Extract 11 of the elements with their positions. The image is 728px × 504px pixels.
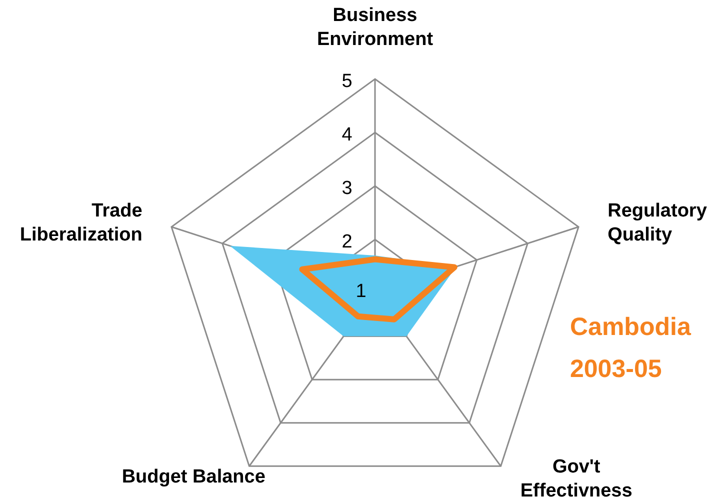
y-tick-label: 2 bbox=[342, 232, 352, 252]
y-tick-label: 5 bbox=[342, 71, 352, 92]
y-tick-label: 1 bbox=[356, 281, 366, 302]
spoke-label: Business Environment bbox=[316, 5, 434, 50]
spoke-label: Trade Liberalization bbox=[20, 200, 142, 246]
y-tick-label: 4 bbox=[342, 124, 353, 146]
spoke-label: Gov't Effectivness bbox=[520, 456, 632, 502]
y-tick-label: 3 bbox=[342, 178, 352, 199]
spoke-label: Budget Balance bbox=[122, 466, 266, 488]
spoke-label: Regulatory Quality bbox=[608, 200, 708, 246]
text: Cambodia 2003-05 bbox=[570, 313, 692, 383]
